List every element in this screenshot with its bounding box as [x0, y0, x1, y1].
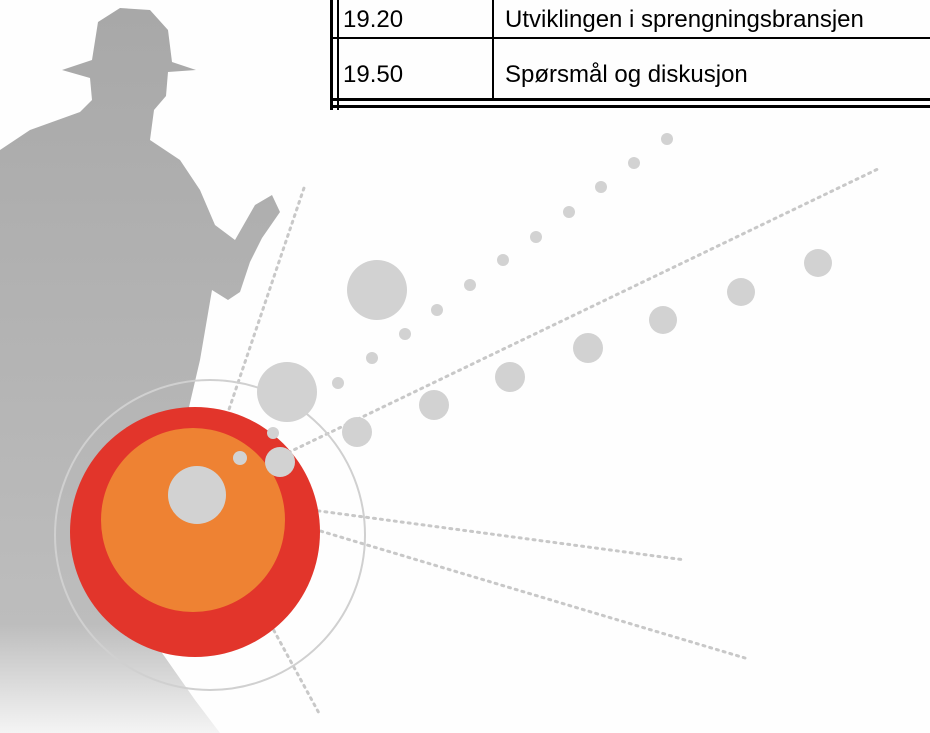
- border: [330, 98, 930, 101]
- schedule-table: 19.20 Utviklingen i sprengningsbransjen …: [330, 0, 930, 110]
- time: 19.50: [343, 61, 403, 89]
- border: [337, 0, 339, 110]
- border: [330, 37, 930, 39]
- dotted-rays: [200, 168, 880, 715]
- dots: [168, 133, 832, 524]
- border: [330, 105, 930, 108]
- time: 19.20: [343, 6, 403, 34]
- border: [492, 0, 494, 100]
- slide: 19.20 Utviklingen i sprengningsbransjen …: [0, 0, 930, 733]
- border: [330, 0, 333, 110]
- topic: Utviklingen i sprengningsbransjen: [505, 6, 930, 34]
- topic: Spørsmål og diskusjon: [505, 61, 930, 89]
